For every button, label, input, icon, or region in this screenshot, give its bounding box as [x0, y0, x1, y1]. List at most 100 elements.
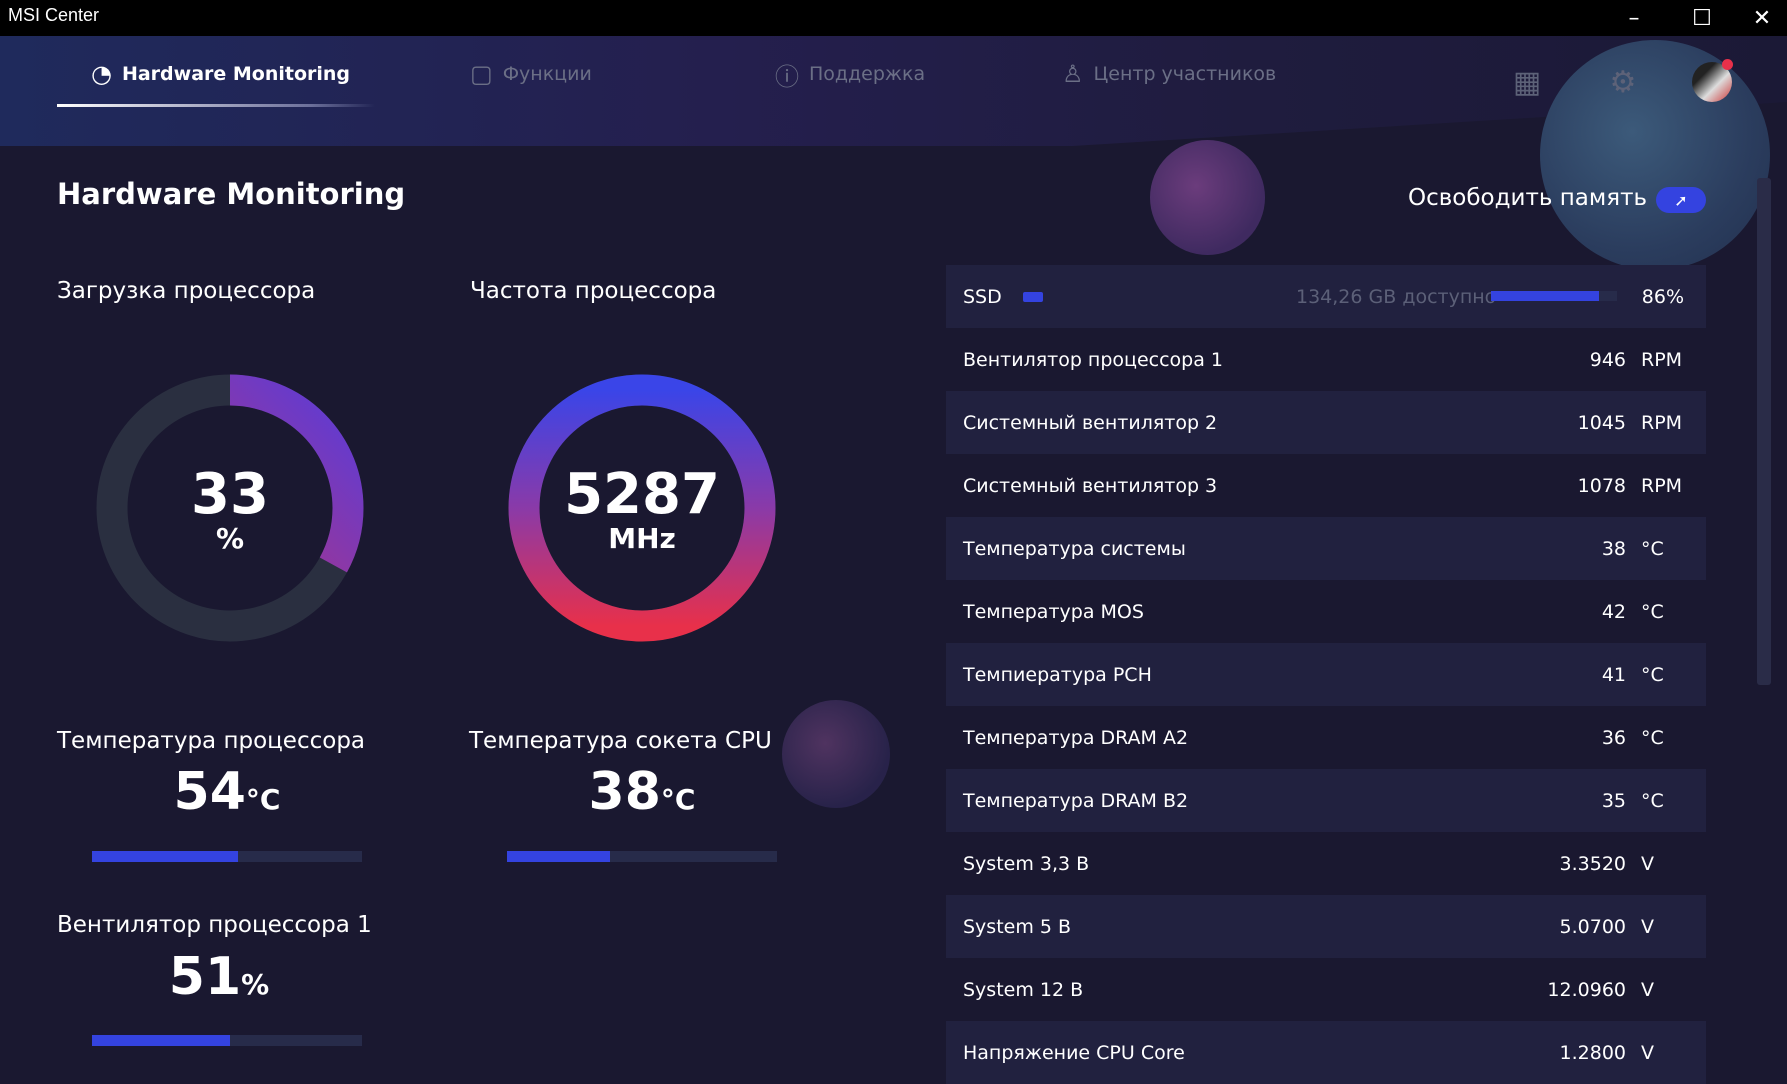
- sensor-row: System 5 В 5.0700 V: [946, 895, 1706, 958]
- planet-decoration: [1150, 140, 1265, 255]
- cpu-load-label: Загрузка процессора: [57, 278, 316, 304]
- tab-support[interactable]: ⓘ Поддержка: [775, 58, 926, 91]
- app-title: MSI Center: [8, 5, 100, 25]
- sensor-value: 1.2800: [1559, 1041, 1626, 1064]
- grid-icon[interactable]: ▦: [1512, 64, 1542, 100]
- ssd-label: SSD: [963, 285, 1002, 308]
- active-tab-underline: [57, 104, 375, 107]
- planet-decoration: [1540, 40, 1770, 270]
- sensor-name: Температура системы: [963, 537, 1186, 560]
- sensor-unit: °C: [1641, 537, 1664, 560]
- close-button[interactable]: ✕: [1752, 5, 1772, 31]
- cpu-load-donut: [96, 374, 364, 642]
- cpu-load-unit: %: [215, 522, 245, 555]
- sensor-row: Температура MOS 42 °C: [946, 580, 1706, 643]
- sensor-unit: °C: [1641, 663, 1664, 686]
- planet-decoration: [782, 700, 890, 808]
- tab-member-center[interactable]: ♙ Центр участников: [1062, 58, 1276, 90]
- sensor-name: System 12 В: [963, 978, 1084, 1001]
- cpu-temp-label: Температура процессора: [57, 728, 366, 754]
- sensor-value: 42: [1601, 600, 1626, 623]
- sensor-table: SSD 134,26 GB доступно 86% Вентилятор пр…: [946, 265, 1706, 1084]
- sensor-unit: °C: [1641, 789, 1664, 812]
- sensor-unit: V: [1641, 978, 1654, 1001]
- sensor-unit: V: [1641, 1041, 1654, 1064]
- sensor-unit: RPM: [1641, 348, 1683, 371]
- sensor-value: 12.0960: [1547, 978, 1626, 1001]
- ssd-row: SSD 134,26 GB доступно 86%: [946, 265, 1706, 328]
- ssd-usage-bar: [1491, 291, 1617, 301]
- sensor-name: Температура DRAM B2: [963, 789, 1189, 812]
- title-bar: MSI Center – ☐ ✕: [0, 0, 1787, 36]
- features-icon: ▢: [470, 60, 493, 88]
- user-icon: ♙: [1062, 60, 1084, 88]
- sensor-row: Температура системы 38 °C: [946, 517, 1706, 580]
- bar-fill: [507, 851, 610, 862]
- cpu-load-value: 33: [191, 462, 269, 527]
- sensor-unit: °C: [1641, 726, 1664, 749]
- notification-dot: [1722, 59, 1733, 70]
- socket-temp-bar: [507, 851, 777, 862]
- tab-label: Центр участников: [1093, 63, 1277, 85]
- sensor-name: Системный вентилятор 3: [963, 474, 1218, 497]
- cpu-temp-bar: [92, 851, 362, 862]
- sensor-row: Темпиература PCH 41 °C: [946, 643, 1706, 706]
- socket-temp-label: Температура сокета CPU: [469, 728, 772, 754]
- cpu-frequency-label: Частота процессора: [470, 278, 717, 304]
- donut-arc: [96, 374, 364, 642]
- support-icon: ⓘ: [775, 62, 799, 91]
- sensor-row: System 12 В 12.0960 V: [946, 958, 1706, 1021]
- sensor-unit: V: [1641, 915, 1654, 938]
- sensor-unit: V: [1641, 852, 1654, 875]
- cpu-frequency-unit: MHz: [608, 522, 676, 555]
- free-memory-label: Освободить память: [1408, 185, 1648, 211]
- maximize-button[interactable]: ☐: [1692, 5, 1712, 31]
- unit: °C: [660, 783, 696, 816]
- cpu-frequency-value: 5287: [564, 462, 720, 527]
- unit: °C: [245, 783, 281, 816]
- sensor-value: 1078: [1577, 474, 1626, 497]
- sensor-row: Системный вентилятор 3 1078 RPM: [946, 454, 1706, 517]
- tab-hardware-monitoring[interactable]: ◔ Hardware Monitoring: [91, 58, 350, 90]
- sensor-name: Напряжение CPU Core: [963, 1041, 1185, 1064]
- tab-label: Функции: [502, 63, 592, 85]
- tab-functions[interactable]: ▢ Функции: [470, 58, 592, 90]
- ssd-available: 134,26 GB доступно: [1296, 285, 1497, 308]
- sensor-name: System 3,3 В: [963, 852, 1090, 875]
- sensor-value: 946: [1589, 348, 1626, 371]
- sensor-name: Темпиература PCH: [963, 663, 1152, 686]
- sensor-row: Температура DRAM B2 35 °C: [946, 769, 1706, 832]
- socket-temp-value: 38°C: [492, 762, 792, 822]
- page-title: Hardware Monitoring: [57, 177, 406, 211]
- sensor-value: 1045: [1577, 411, 1626, 434]
- sensor-row: System 3,3 В 3.3520 V: [946, 832, 1706, 895]
- sensor-name: Вентилятор процессора 1: [963, 348, 1224, 371]
- sensor-name: Системный вентилятор 2: [963, 411, 1218, 434]
- sensor-row: Температура DRAM A2 36 °C: [946, 706, 1706, 769]
- value: 54: [173, 762, 246, 822]
- rocket-icon: ➚: [1674, 190, 1688, 210]
- sensor-value: 3.3520: [1559, 852, 1626, 875]
- avatar[interactable]: [1692, 59, 1733, 102]
- sensor-value: 36: [1601, 726, 1626, 749]
- donut-arc: [508, 374, 776, 642]
- sensor-name: Температура DRAM A2: [963, 726, 1189, 749]
- gauge-icon: ◔: [91, 60, 112, 88]
- gear-icon[interactable]: ⚙: [1609, 64, 1637, 100]
- sensor-value: 5.0700: [1559, 915, 1626, 938]
- free-memory-button[interactable]: ➚: [1656, 187, 1706, 213]
- value: 38: [588, 762, 661, 822]
- bar-fill: [1491, 291, 1600, 301]
- unit: %: [241, 968, 270, 1001]
- sensor-value: 41: [1601, 663, 1626, 686]
- minimize-button[interactable]: –: [1628, 5, 1640, 31]
- sensor-value: 38: [1601, 537, 1626, 560]
- cpu-fan-bar: [92, 1035, 362, 1046]
- sensor-unit: °C: [1641, 600, 1664, 623]
- tab-label: Поддержка: [809, 63, 926, 85]
- sensor-name: System 5 В: [963, 915, 1072, 938]
- ssd-color-swatch: [1023, 292, 1043, 302]
- value: 51: [168, 947, 242, 1007]
- cpu-temp-value: 54°C: [77, 762, 377, 822]
- scrollbar[interactable]: [1757, 178, 1771, 685]
